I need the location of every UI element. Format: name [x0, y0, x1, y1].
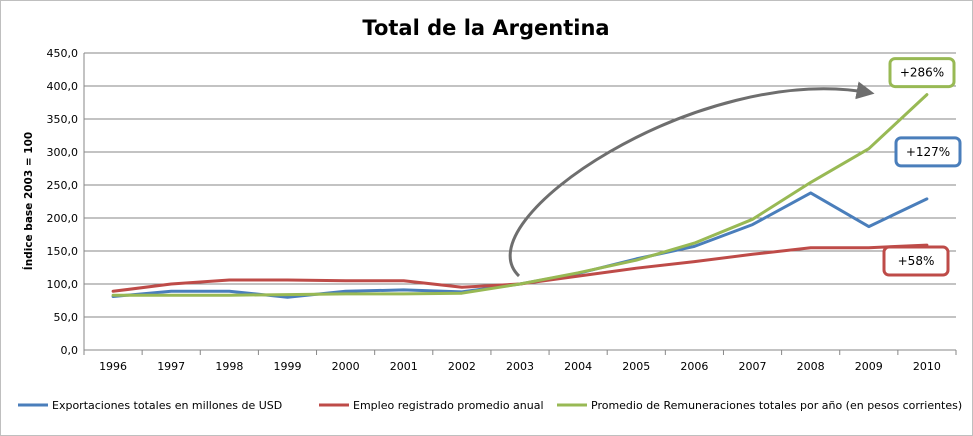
growth-arrow — [508, 81, 875, 278]
y-tick-label: 450,0 — [47, 47, 79, 60]
series-line-1 — [111, 191, 929, 299]
y-tick-label: 300,0 — [47, 146, 79, 159]
x-tick-label: 2003 — [506, 360, 534, 373]
x-tick-label: 2005 — [622, 360, 650, 373]
annotation-box-1 — [888, 57, 956, 89]
x-tick-label: 1996 — [99, 360, 127, 373]
x-tick-label: 2009 — [855, 360, 883, 373]
annotation-label: +58% — [898, 254, 935, 268]
y-tick-label: 100,0 — [47, 278, 79, 291]
x-tick-label: 2008 — [797, 360, 825, 373]
chart-title: Total de la Argentina — [362, 16, 609, 40]
x-tick-label: 2001 — [390, 360, 418, 373]
x-tick-label: 2002 — [448, 360, 476, 373]
x-tick-label: 2010 — [913, 360, 941, 373]
x-tick-label: 2000 — [332, 360, 360, 373]
annotation-label: +286% — [900, 66, 944, 80]
x-tick-label: 1999 — [273, 360, 301, 373]
gridlines — [84, 52, 956, 318]
y-axis-label: Índice base 2003 = 100 — [22, 132, 35, 270]
y-tick-label: 0,0 — [61, 344, 79, 357]
annotation-box-2 — [894, 136, 962, 168]
legend-entry: Exportaciones totales en millones de USD — [52, 399, 282, 412]
y-tick-label: 50,0 — [54, 311, 79, 324]
y-tick-label: 200,0 — [47, 212, 79, 225]
y-tick-label: 250,0 — [47, 179, 79, 192]
x-tick-label: 2007 — [739, 360, 767, 373]
x-tick-label: 2004 — [564, 360, 592, 373]
y-tick-label: 150,0 — [47, 245, 79, 258]
y-tick-label: 350,0 — [47, 113, 79, 126]
annotation-label: +127% — [906, 145, 950, 159]
y-tick-label: 400,0 — [47, 80, 79, 93]
annotation-box-3 — [882, 245, 950, 277]
annotations: +286% +127% +58% — [882, 57, 962, 277]
axes: 0,0 50,0 100,0 150,0 200,0 250,0 300,0 350,0 400… — [47, 47, 957, 373]
legend-entry: Empleo registrado promedio anual — [353, 399, 544, 412]
series-line-3 — [111, 93, 929, 297]
series-lines — [111, 93, 929, 299]
x-tick-label: 1997 — [157, 360, 185, 373]
x-tick-label: 2006 — [680, 360, 708, 373]
legend-entry: Promedio de Remuneraciones totales por a… — [591, 399, 962, 412]
x-tick-label: 1998 — [215, 360, 243, 373]
legend: Exportaciones totales en millones de USD… — [18, 399, 962, 412]
